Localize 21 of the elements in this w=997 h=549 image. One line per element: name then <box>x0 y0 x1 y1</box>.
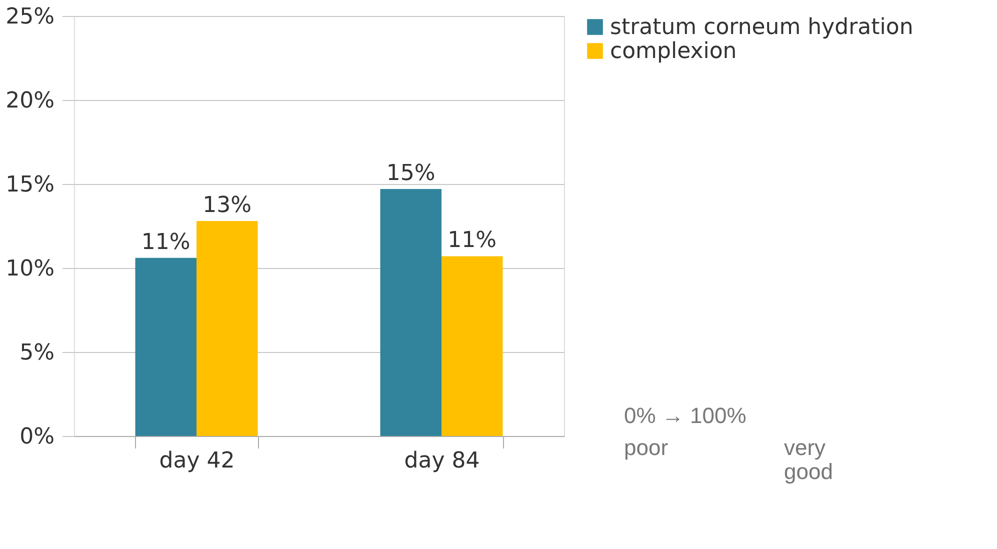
bar <box>135 258 196 436</box>
bar <box>196 220 258 436</box>
data-label: 11% <box>141 230 190 255</box>
data-label: 15% <box>386 161 436 186</box>
x-tick-label: day 84 <box>404 448 480 474</box>
legend-label: complexion <box>610 39 737 64</box>
legend-label: stratum corneum hydration <box>610 15 914 40</box>
bar <box>380 189 442 436</box>
text: very good <box>784 435 833 484</box>
y-tick-label: 25% <box>6 4 54 30</box>
x-tick-label: day 42 <box>159 448 235 474</box>
y-tick-label: 5% <box>20 340 54 366</box>
y-tick-label: 15% <box>6 172 54 198</box>
y-tick-label: 10% <box>6 256 54 282</box>
y-tick-label: 20% <box>6 88 54 114</box>
text: poor <box>624 435 668 460</box>
y-tick-label: 0% <box>20 424 54 450</box>
data-label: 11% <box>448 228 497 254</box>
text: 0% → 100% <box>624 403 746 428</box>
bar <box>442 256 503 436</box>
data-label: 13% <box>202 192 252 218</box>
